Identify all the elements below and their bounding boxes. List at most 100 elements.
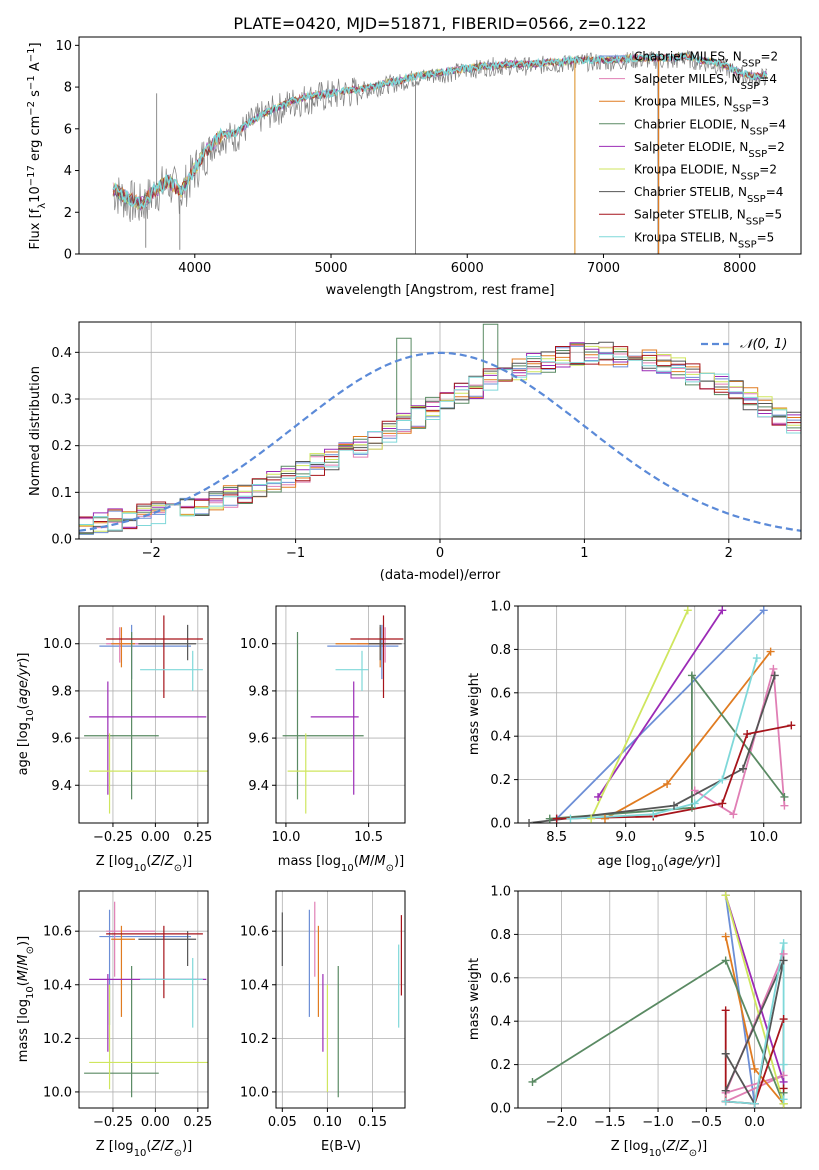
axes [79, 322, 801, 540]
axes-frame: 10.0 10.5 9.4 9.6 9.8 10.0 [240, 605, 406, 845]
label-part: / [675, 1139, 680, 1154]
y-tick-label: 10.6 [43, 925, 72, 940]
data-point-marker [566, 814, 575, 823]
axes-frame: −2 −1 0 1 2 0.0 0.1 0.2 0.3 0.4 [51, 321, 802, 561]
y-tick-label: 0.6 [490, 686, 511, 701]
legend-entry: Kroupa ELODIE, NSSP=2 [634, 163, 777, 183]
y-axis-label: mass [log10(M/M⊙)] [16, 936, 36, 1062]
data-point-marker [759, 606, 768, 615]
y-axis-label: mass weight [467, 958, 482, 1040]
mass-weight-line [724, 895, 785, 1083]
y-tick-label: 0.1 [51, 486, 72, 501]
data-point-marker [766, 647, 775, 656]
data-point-marker [743, 730, 752, 739]
axes [112, 50, 768, 254]
data-point-marker [690, 799, 699, 808]
residuals-panel: −2 −1 0 1 2 0.0 0.1 0.2 0.3 0.4 𝒩(0, 1) (data-model… [28, 321, 802, 583]
data-point-marker [525, 819, 534, 827]
axes-frame: 8.5 9.0 9.5 10.0 0.0 0.2 0.4 0.6 0.8 1.0 [490, 600, 802, 845]
y-tick-label: 9.4 [248, 779, 269, 794]
x-tick-label: 0.25 [183, 1115, 212, 1130]
legend-entry: Salpeter STELIB, NSSP=5 [634, 208, 782, 228]
label-part: Z [151, 1139, 162, 1154]
y-tick-label: 0.8 [490, 928, 511, 943]
label-part: 10 [651, 863, 664, 874]
data-point-marker [769, 664, 778, 673]
label-part: Z [164, 1139, 175, 1154]
axes-border [275, 605, 406, 824]
data-point-marker [649, 810, 658, 819]
label-part: ( [16, 704, 31, 709]
data-point-marker [721, 1049, 730, 1058]
label-part: A [28, 62, 43, 75]
data-point-marker [721, 891, 730, 900]
label-part: ( [354, 854, 359, 869]
label-part: 10 [649, 1148, 662, 1159]
label-part: / [160, 1139, 165, 1154]
label-part: age/yr [669, 854, 712, 869]
x-tick-label: −1 [286, 546, 305, 561]
data-point-marker [552, 814, 561, 823]
legend-entry: Chabrier MILES, NSSP=2 [634, 50, 778, 70]
axes-border [517, 605, 802, 824]
mass-weight-line [549, 672, 786, 820]
data-point-marker [687, 803, 696, 812]
label-part: SSP [738, 239, 757, 250]
label-part: ( [661, 1139, 666, 1154]
label-part: λ [37, 203, 48, 209]
x-tick-label: 10.0 [749, 830, 778, 845]
y-tick-label: 0.4 [490, 730, 511, 745]
histogram-series [79, 353, 801, 531]
label-part: 10 [25, 986, 36, 999]
mass-weight-line [724, 895, 785, 1104]
label-part: −1 [26, 75, 37, 90]
axes-frame: 0.05 0.10 0.15 10.0 10.2 10.4 10.6 [240, 890, 406, 1130]
plot-area [79, 323, 801, 535]
y-tick-label: 9.8 [248, 684, 269, 699]
x-tick-label: 10.5 [354, 830, 383, 845]
axes-border [517, 890, 802, 1109]
y-tick-label: 0.4 [490, 1015, 511, 1030]
x-axis-label: mass [log10(M/M⊙)] [278, 854, 404, 874]
label-part: Flux [f [28, 208, 43, 249]
x-tick-label: 8000 [723, 261, 756, 276]
label-part: Z [679, 1139, 690, 1154]
spectrum-panel: 4000 5000 6000 7000 8000 0 2 4 6 8 10 Chabrier MILE… [26, 36, 802, 298]
label-part: =5 [764, 208, 782, 222]
x-axis-label: E(B-V) [321, 1139, 361, 1154]
label-part: Chabrier MILES, N [634, 50, 742, 64]
axes-frame: −0.25 0.00 0.25 10.0 10.2 10.4 10.6 [43, 890, 212, 1130]
x-tick-label: −1.0 [642, 1115, 674, 1130]
axes [79, 891, 208, 1108]
model-fit-line [112, 52, 768, 210]
y-tick-label: 10 [55, 39, 72, 54]
label-part: ⊙ [174, 863, 182, 874]
x-axis-label: wavelength [Angstrom, rest frame] [326, 283, 555, 298]
y-tick-label: 9.6 [248, 732, 269, 747]
label-part: ( [16, 981, 31, 986]
label-part: M [16, 954, 31, 965]
label-part: =2 [767, 140, 785, 154]
y-axis-label: mass weight [467, 673, 482, 755]
mass-weight-line [590, 609, 689, 820]
plot-area [281, 901, 402, 1098]
y-tick-label: 0.2 [490, 773, 511, 788]
x-tick-label: 9.0 [615, 830, 636, 845]
data-point-marker [750, 1064, 759, 1073]
data-point-marker [750, 1099, 759, 1108]
label-part: Kroupa STELIB, N [634, 230, 738, 244]
data-point-marker [779, 956, 788, 965]
x-tick-label: 5000 [314, 261, 347, 276]
y-tick-label: 10.0 [240, 637, 269, 652]
data-point-marker [721, 1006, 730, 1015]
normal-reference-curve [79, 351, 801, 532]
legend-entry: Kroupa MILES, NSSP=3 [634, 95, 769, 115]
y-tick-label: 8 [64, 81, 72, 96]
data-point-marker [739, 764, 748, 773]
data-point-marker [587, 814, 596, 823]
x-tick-label: −0.25 [93, 1115, 133, 1130]
y-tick-label: 10.6 [240, 925, 269, 940]
histogram-series [79, 323, 801, 535]
